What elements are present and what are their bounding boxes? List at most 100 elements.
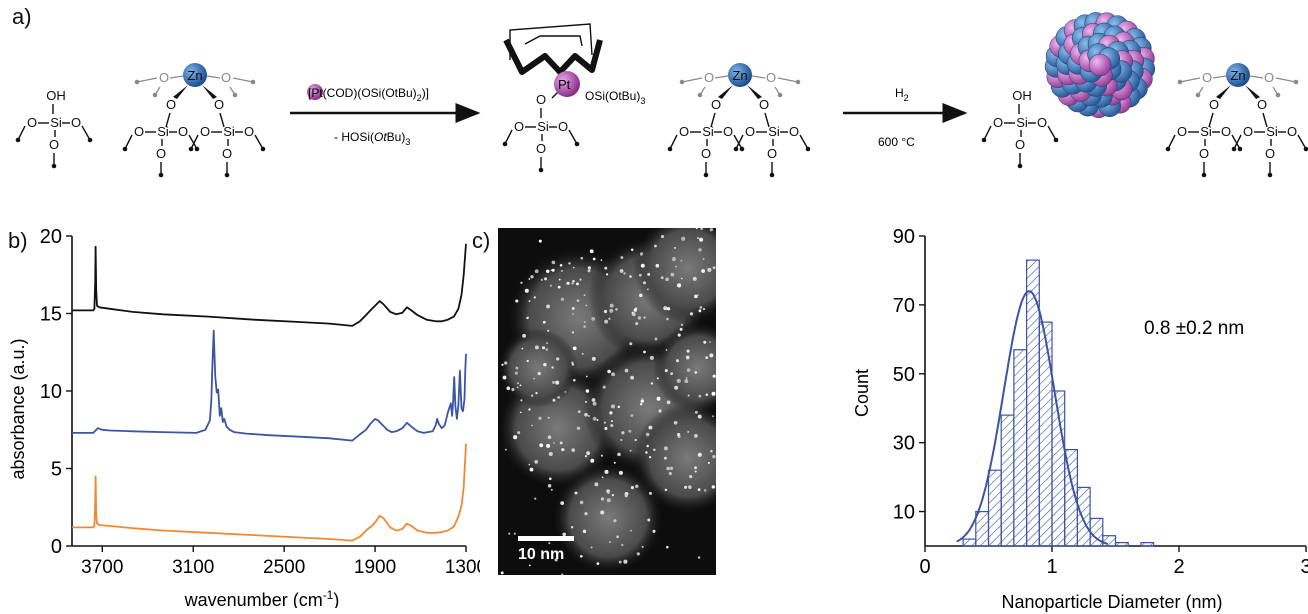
tem-particle xyxy=(547,416,550,419)
tem-particle xyxy=(603,309,608,314)
tem-particle xyxy=(519,384,522,387)
tem-particle xyxy=(663,306,668,311)
tem-particle xyxy=(636,552,640,556)
hist-bar xyxy=(962,538,977,547)
tem-particle xyxy=(592,257,596,261)
ir-y-tick-label: 0 xyxy=(51,536,62,558)
tem-particle xyxy=(709,341,711,343)
tem-particle xyxy=(681,236,686,241)
tem-particle xyxy=(711,485,715,489)
svg-text:O: O xyxy=(27,115,37,130)
tem-particle xyxy=(705,356,709,359)
tem-particle xyxy=(514,371,518,375)
tem-particle xyxy=(620,438,623,442)
svg-text:O: O xyxy=(1264,70,1274,85)
tem-particle xyxy=(611,372,616,377)
svg-text:Si: Si xyxy=(537,119,549,134)
hist-bar xyxy=(1076,486,1091,547)
svg-text:Si: Si xyxy=(1016,115,1028,130)
tem-particle xyxy=(697,452,702,457)
svg-text:O: O xyxy=(1199,146,1209,161)
tem-particle xyxy=(520,411,522,414)
tem-particle xyxy=(591,398,596,402)
tem-particle xyxy=(592,401,597,406)
tem-particle xyxy=(698,394,702,398)
tem-particle xyxy=(600,510,605,515)
tem-particle xyxy=(665,349,668,351)
tem-particle xyxy=(689,312,694,316)
tem-particle xyxy=(629,275,632,278)
hist-x-tick-label: 3 xyxy=(1300,556,1308,578)
tem-particle xyxy=(529,467,534,472)
svg-text:OH: OH xyxy=(46,88,66,103)
tem-particle xyxy=(656,396,661,401)
svg-text:O: O xyxy=(1202,70,1212,85)
ir-xlabel: wavenumber (cm-1) xyxy=(184,588,340,608)
tem-particle xyxy=(643,281,646,285)
tem-particle xyxy=(502,375,507,380)
hist-y-tick-label: 50 xyxy=(893,364,915,386)
tem-particle xyxy=(592,416,597,421)
tem-particle xyxy=(533,377,536,380)
tem-particle xyxy=(617,405,621,409)
tem-particle xyxy=(623,272,626,275)
tem-particle xyxy=(647,272,651,276)
tem-particle xyxy=(692,276,697,281)
tem-particle xyxy=(649,456,652,459)
tem-particle xyxy=(613,519,617,523)
tem-particle xyxy=(646,444,649,448)
step1-reagent: [Pt(COD)(OSi(OtBu)2)] xyxy=(307,84,429,103)
scale-bar-label: 10 nm xyxy=(518,546,565,563)
tem-particle xyxy=(674,246,676,249)
svg-text:O: O xyxy=(1265,146,1275,161)
svg-text:O: O xyxy=(200,124,210,139)
tem-particle xyxy=(676,359,679,363)
svg-text:Si: Si xyxy=(1266,124,1278,139)
hist-ylabel: Count xyxy=(852,369,872,417)
tem-particle xyxy=(541,346,546,350)
tem-particle xyxy=(666,466,670,471)
tem-particle xyxy=(607,491,610,494)
tem-particle xyxy=(585,304,588,307)
tem-particle xyxy=(600,497,605,501)
tem-particle xyxy=(534,269,539,274)
hist-bar xyxy=(1140,542,1155,547)
tem-particle xyxy=(546,443,551,448)
tem-particle xyxy=(562,532,566,537)
tem-particle xyxy=(696,236,700,240)
tem-particle xyxy=(550,488,553,491)
tem-particle xyxy=(609,303,614,308)
tem-particle xyxy=(641,397,643,400)
tem-particle xyxy=(610,420,613,423)
tem-particle xyxy=(637,316,642,320)
tem-particle xyxy=(711,391,716,396)
svg-text:O: O xyxy=(1037,115,1047,130)
tem-particle xyxy=(697,556,701,559)
tem-particle xyxy=(572,378,576,382)
tem-particle xyxy=(609,541,611,543)
tem-particle xyxy=(658,409,662,413)
tem-particle xyxy=(604,319,609,324)
tem-particle xyxy=(653,244,657,248)
hist-gaussian-fit xyxy=(956,290,1109,545)
tem-particle xyxy=(553,442,555,444)
tem-particle xyxy=(528,278,531,280)
tem-particle xyxy=(524,288,529,293)
tem-particle xyxy=(602,385,606,389)
tem-particle xyxy=(699,237,704,242)
tem-particle xyxy=(582,529,587,534)
tem-particle xyxy=(542,320,546,324)
svg-text:O: O xyxy=(1177,124,1187,139)
svg-text:O: O xyxy=(789,124,799,139)
tem-particle xyxy=(561,573,564,575)
tem-particle xyxy=(579,554,583,558)
tem-support-grain xyxy=(633,403,716,513)
tem-particle xyxy=(629,449,632,452)
tem-particle xyxy=(669,466,674,471)
svg-text:O: O xyxy=(156,146,166,161)
tem-particle xyxy=(585,375,588,378)
tem-particle xyxy=(579,278,582,281)
tem-particle xyxy=(694,466,697,470)
tem-particle xyxy=(609,411,613,415)
